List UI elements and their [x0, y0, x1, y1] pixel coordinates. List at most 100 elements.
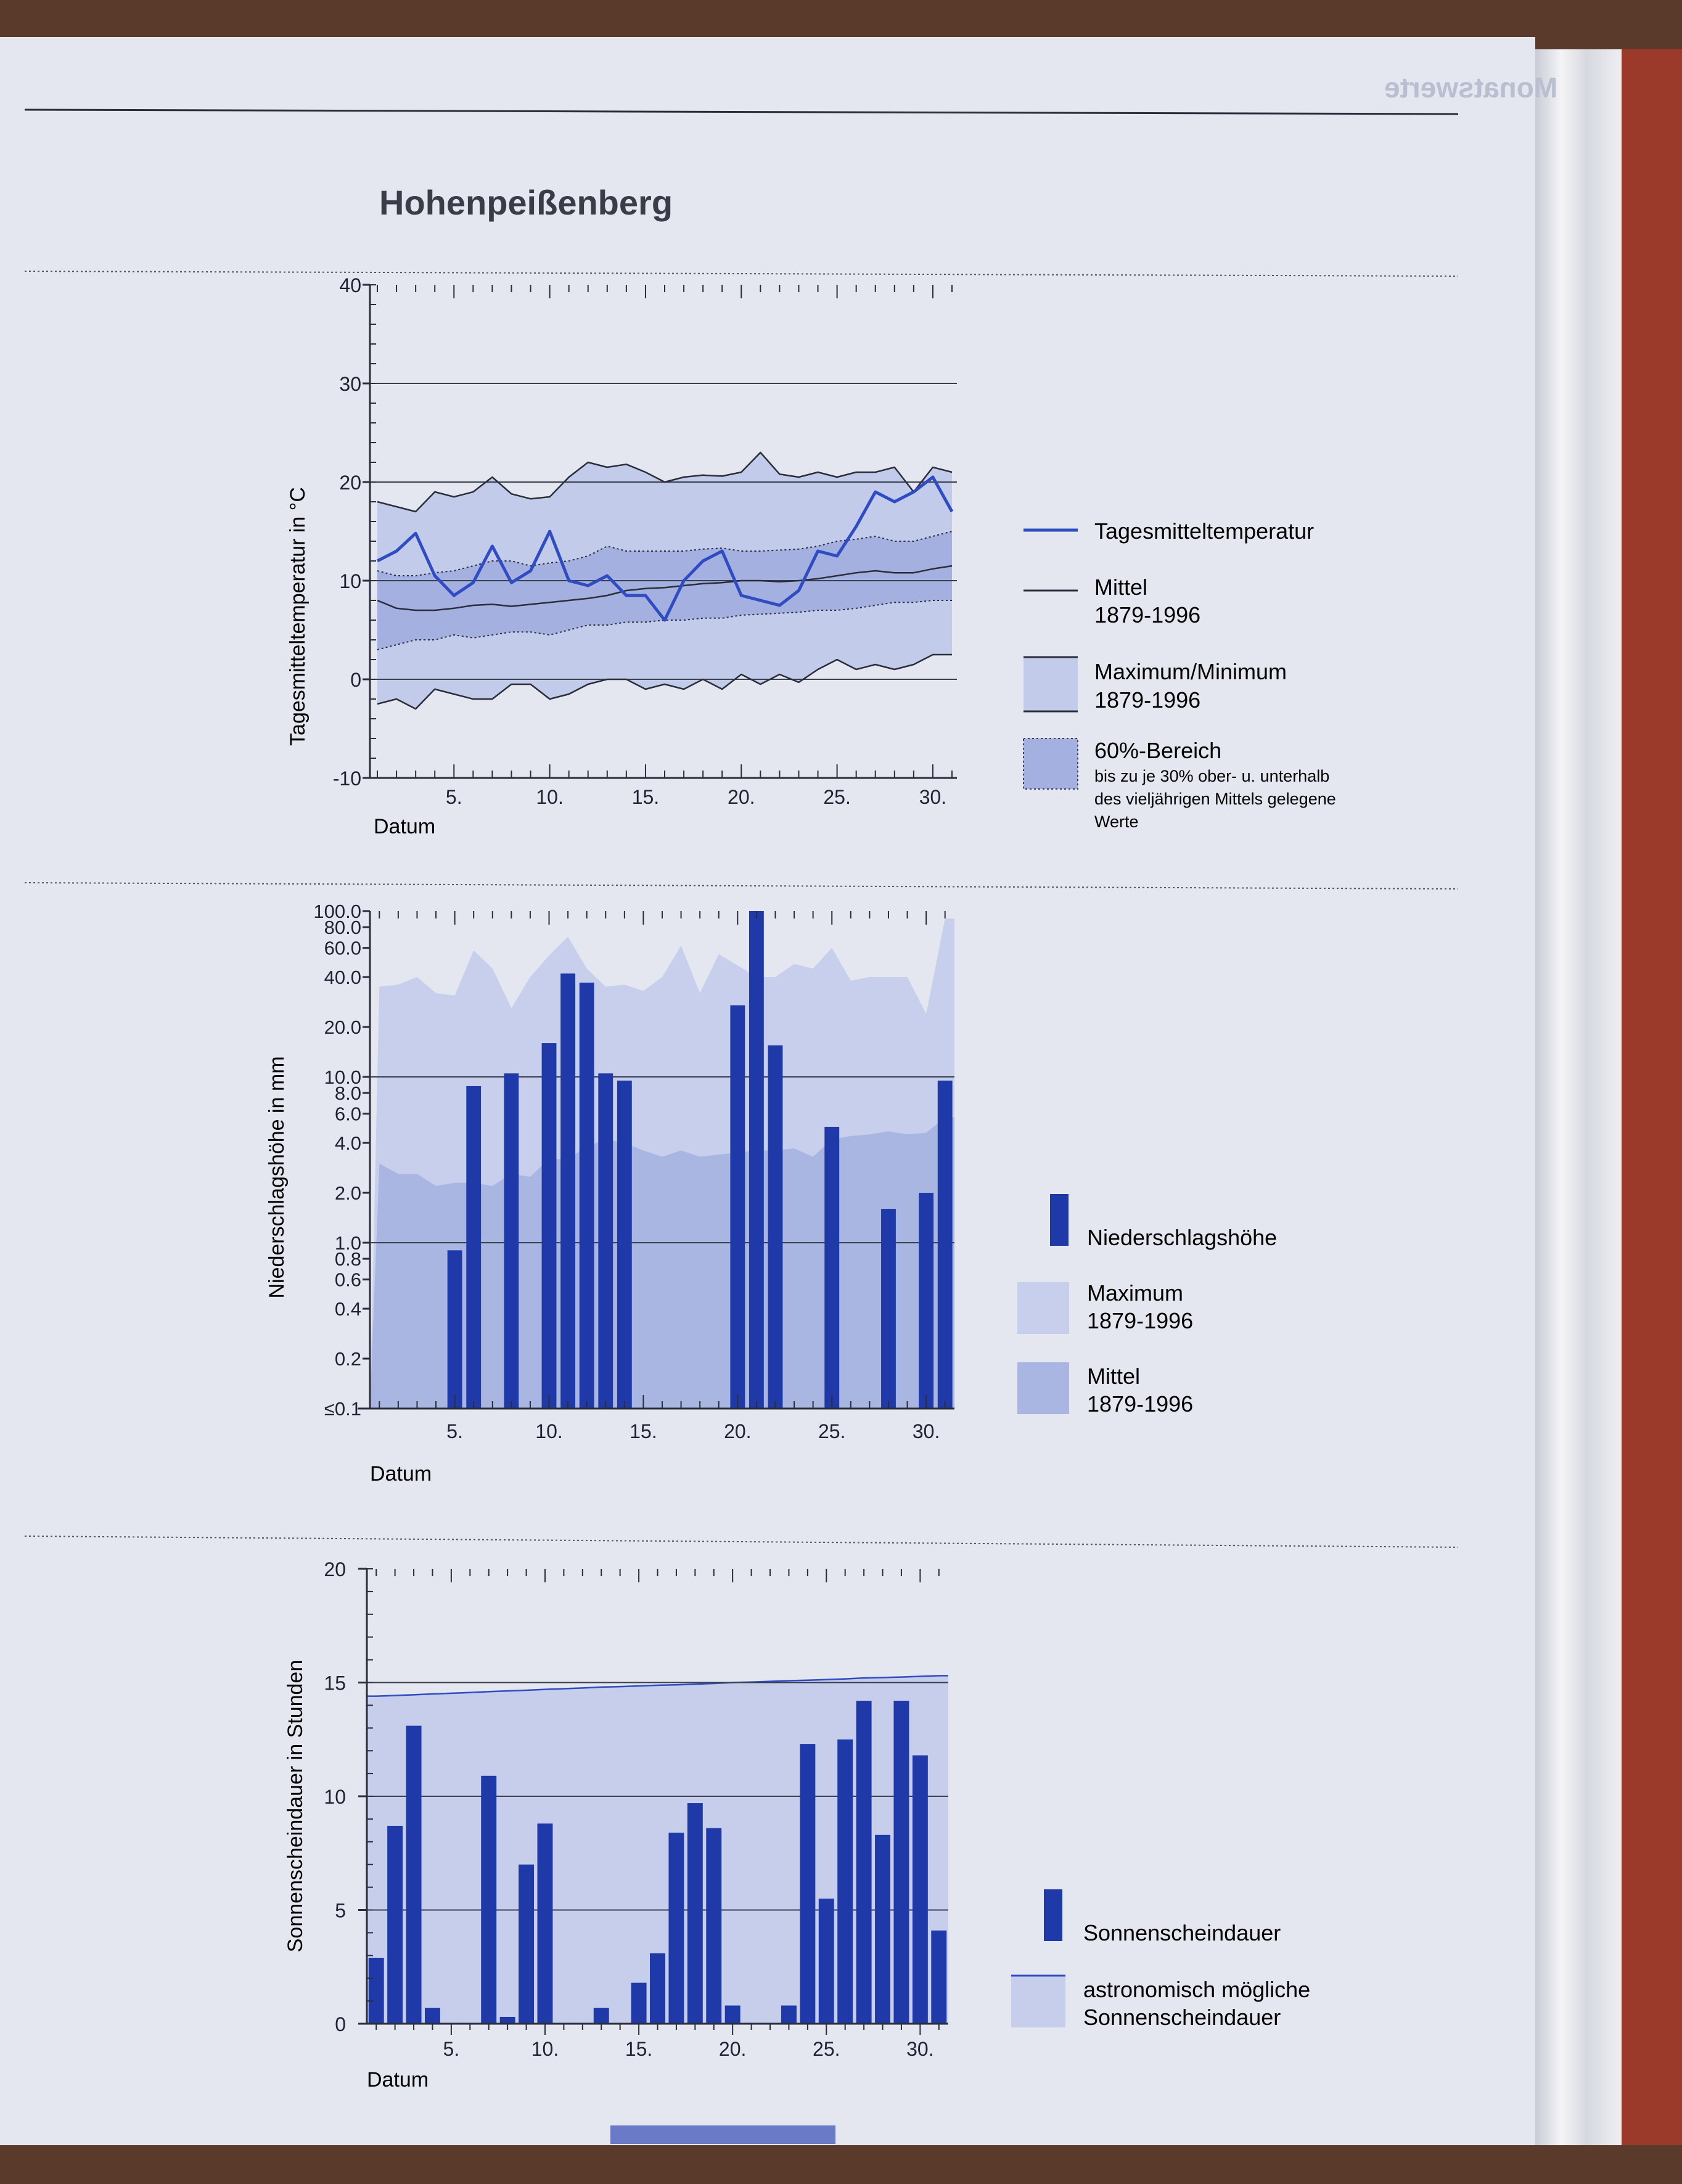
precip-y-tick-label: 10.0	[324, 1066, 361, 1088]
sunshine-bar	[893, 1701, 909, 2024]
temp-x-tick-label: 25.	[823, 786, 850, 808]
precip-x-tick-label: 25.	[818, 1420, 845, 1442]
temp-y-tick-label: 40	[339, 274, 361, 297]
precip-bar	[730, 1005, 745, 1409]
precip-y-tick-label: 2.0	[335, 1182, 361, 1204]
precip-y-tick-label: 6.0	[335, 1103, 361, 1125]
precip-bar	[466, 1086, 482, 1409]
sunshine-bar	[724, 2005, 740, 2024]
range60-upper-line	[377, 531, 953, 576]
temperature-y-label: Tagesmitteltemperatur in °C	[286, 487, 310, 746]
sunshine-bar	[499, 2016, 515, 2024]
book-cover	[1622, 49, 1682, 2145]
sunshine-bar	[537, 1823, 553, 2024]
precip-bar	[617, 1080, 632, 1409]
sun-x-tick-label: 20.	[719, 2038, 746, 2060]
precip-bar	[579, 983, 594, 1409]
sunshine-bar	[631, 1982, 647, 2024]
sunshine-bar	[481, 1775, 497, 2024]
sunshine-legend: Sonnenscheindauer astronomisch mögliche …	[1011, 1889, 1310, 2030]
precip-bar	[541, 1043, 557, 1409]
temperature-x-label: Datum	[374, 815, 435, 838]
legend-range60-note1: bis zu je 30% ober- u. unterhalb	[1094, 767, 1329, 785]
precip-y-tick-label: 20.0	[324, 1016, 361, 1038]
legend-daily-label: Tagesmitteltemperatur	[1094, 518, 1314, 544]
legend-range60-swatch	[1023, 738, 1078, 790]
mean-line	[377, 565, 953, 611]
temperature-legend: Tagesmitteltemperatur Mittel 1879-1996 M…	[1023, 518, 1336, 831]
legend-sun-bar	[1044, 1889, 1062, 1941]
section-divider-2	[24, 882, 1459, 890]
header-rule	[24, 108, 1459, 115]
sun-x-tick-label: 25.	[813, 2038, 840, 2060]
precip-bar	[447, 1250, 462, 1409]
legend-precip-mean-swatch	[1017, 1362, 1069, 1414]
sunshine-bar	[912, 1755, 928, 2024]
sun-y-tick-label: 20	[324, 1558, 346, 1581]
precip-y-tick-label: 8.0	[335, 1082, 361, 1104]
temp-x-tick-label: 20.	[728, 786, 755, 808]
temperature-axes: 40 30 20 10 0 -10 5. 10. 15. 20. 25. 30.	[333, 274, 957, 808]
legend-maxmin-period: 1879-1996	[1094, 687, 1200, 713]
precip-y-tick-label: ≤0.1	[324, 1398, 361, 1420]
sunshine-bar	[856, 1701, 872, 2024]
precipitation-axes: 100.080.060.0 40.0 20.0 10.08.06.0 4.0 2.0 1.0…	[313, 901, 954, 1442]
sun-y-tick-label: 0	[335, 2013, 346, 2035]
sun-x-tick-label: 10.	[531, 2038, 559, 2060]
page-title: Hohenpeißenberg	[379, 183, 673, 222]
precipitation-x-label: Datum	[370, 1462, 432, 1486]
range60-lower-line	[377, 600, 952, 650]
precip-bar	[560, 973, 576, 1409]
sunshine-bar	[387, 1825, 403, 2024]
footer-tab	[610, 2125, 835, 2144]
header-tag: Monatswerte	[1384, 72, 1557, 104]
temperature-lines	[376, 451, 954, 710]
precip-bar	[824, 1126, 840, 1409]
legend-precip-max-period: 1879-1996	[1087, 1308, 1193, 1333]
max-line	[377, 451, 953, 513]
sun-y-tick-label: 10	[324, 1786, 346, 1808]
precip-bar	[881, 1209, 896, 1409]
precip-x-tick-label: 30.	[913, 1420, 940, 1442]
precip-y-tick-label: 100.0	[313, 901, 361, 922]
precip-y-tick-label: 1.0	[335, 1232, 361, 1254]
sunshine-chart: 20 15 10 5 0 5. 10. 15. 20. 25. 30. Sonnenscheinda…	[284, 1558, 948, 2092]
legend-sun-possible-label2: Sonnenscheindauer	[1083, 2005, 1281, 2030]
legend-sun-label: Sonnenscheindauer	[1083, 1920, 1281, 1945]
sunshine-bar	[800, 1744, 816, 2024]
precip-y-tick-label: 60.0	[324, 938, 361, 959]
precip-y-tick-label: 0.8	[335, 1248, 361, 1270]
sunshine-bar	[706, 1828, 722, 2024]
daily-temperature-line	[376, 475, 954, 622]
section-divider-3	[24, 1536, 1459, 1548]
sunshine-bar	[368, 1957, 384, 2024]
temp-y-tick-label: 0	[350, 669, 361, 691]
precip-y-tick-label: 0.6	[335, 1269, 361, 1291]
sunshine-bar	[650, 1953, 665, 2024]
legend-precip-bar	[1050, 1194, 1069, 1246]
temp-y-tick-label: 20	[339, 472, 361, 494]
precip-y-tick-label: 4.0	[335, 1132, 361, 1154]
temp-x-tick-label: 30.	[919, 786, 946, 808]
legend-precip-max-label: Maximum	[1087, 1280, 1183, 1306]
legend-precip-max-swatch	[1017, 1282, 1069, 1334]
range60-band	[377, 531, 952, 650]
sunshine-bar	[668, 1833, 684, 2024]
sun-y-tick-label: 5	[335, 1900, 346, 1922]
legend-range60-note3: Werte	[1094, 812, 1139, 831]
temp-x-tick-label: 5.	[446, 786, 462, 808]
precipitation-chart: 100.080.060.0 40.0 20.0 10.08.06.0 4.0 2.0 1.0…	[265, 901, 954, 1486]
sun-y-tick-label: 15	[324, 1672, 346, 1695]
precipitation-legend: Niederschlagshöhe Maximum 1879-1996 Mitt…	[1017, 1194, 1277, 1417]
legend-maxmin-swatch	[1024, 657, 1078, 711]
temp-x-tick-label: 10.	[536, 786, 563, 808]
precip-bar	[504, 1073, 519, 1409]
sunshine-bar	[781, 2005, 797, 2024]
sun-possible-line	[367, 1675, 948, 1697]
sunshine-bar	[593, 2008, 609, 2024]
legend-precip-label: Niederschlagshöhe	[1087, 1225, 1277, 1250]
legend-mean-period: 1879-1996	[1094, 602, 1200, 628]
sunshine-bar	[519, 1864, 535, 2024]
legend-sun-possible-swatch	[1011, 1976, 1065, 2027]
sunshine-bar	[875, 1834, 891, 2024]
